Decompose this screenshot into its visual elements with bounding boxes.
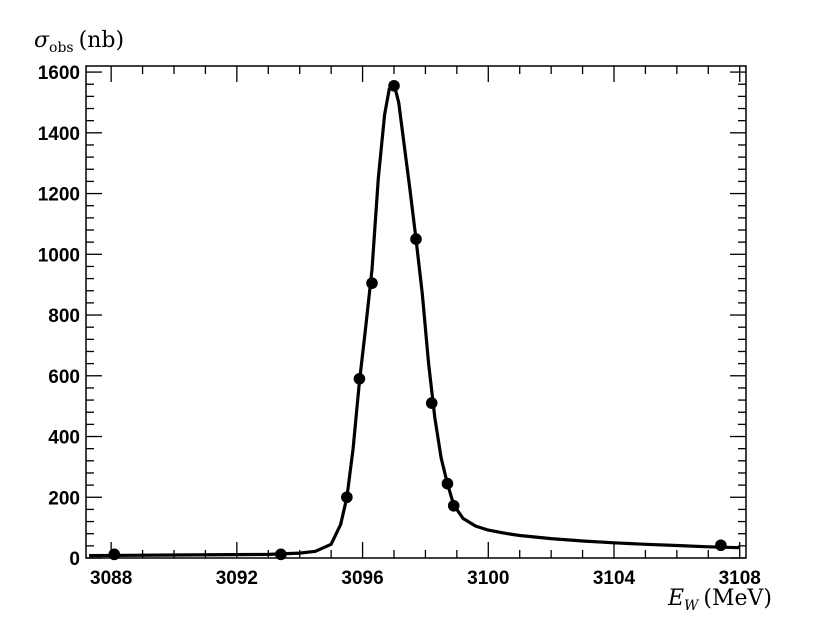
fit-curve [89,82,740,558]
data-point [715,539,727,552]
y-tick-label: 600 [48,367,80,388]
y-tick-label: 1400 [38,124,80,145]
data-point [341,491,353,504]
data-point [410,233,422,245]
plot-frame [85,65,747,559]
x-tick-label: 3100 [467,568,509,589]
data-point [441,477,454,490]
data-point [353,373,366,385]
x-tick-label: 3104 [593,568,636,589]
y-tick-label: 1200 [38,185,80,206]
y-tick-label: 1000 [38,245,80,266]
y-axis-title: σobs (nb) [34,28,124,56]
data-point [108,548,121,561]
x-tick-label: 3092 [216,568,258,589]
y-tick-labels: 0 200 400 600 800 1000 1200 1400 1600 [38,63,80,570]
axis-ticks [86,66,746,559]
y-tick-label: 400 [48,428,80,449]
y-tick-label: 1600 [38,63,80,84]
data-point [275,548,287,561]
y-tick-label: 200 [48,488,80,509]
x-tick-label: 3108 [719,568,761,589]
y-tick-label: 800 [48,306,80,327]
x-tick-label: 3096 [341,568,383,589]
x-axis-title: EW (MeV) [667,586,772,614]
x-tick-labels: 3088 3092 3096 3100 3104 3108 [90,568,761,589]
y-tick-label: 0 [69,549,80,570]
data-point [447,499,460,512]
x-tick-label: 3088 [90,568,132,589]
data-point [388,79,400,92]
data-point [366,277,378,289]
data-points [108,79,727,561]
data-point [425,397,438,409]
